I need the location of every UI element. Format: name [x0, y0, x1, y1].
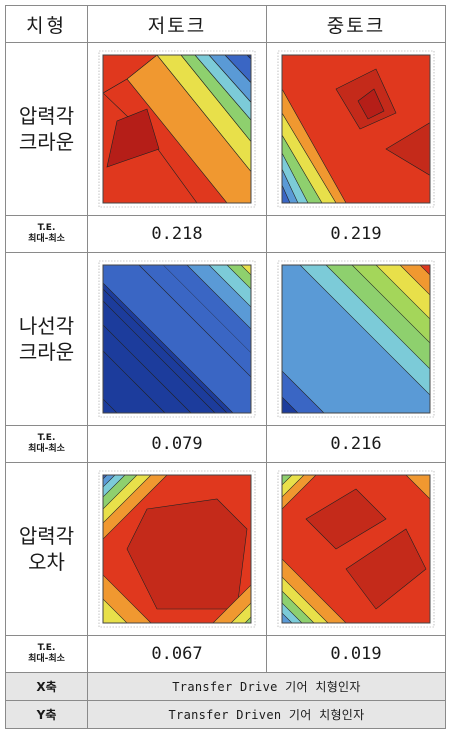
plot-cell-3-low	[87, 462, 267, 636]
te-row-3: T.E. 최대-최소 0.067 0.019	[5, 635, 446, 673]
te-value-1-mid: 0.219	[266, 215, 446, 253]
te-label-2: T.E. 최대-최소	[5, 425, 88, 463]
row-label-1-line1: 압력각	[18, 104, 75, 128]
plot-row-2: 나선각 크라운	[5, 252, 446, 426]
row-label-1: 압력각 크라운	[5, 42, 88, 216]
row-label-3: 압력각 오차	[5, 462, 88, 636]
te-value-2-mid: 0.216	[266, 425, 446, 463]
plot-cell-3-mid	[266, 462, 446, 636]
te-label-1: T.E. 최대-최소	[5, 215, 88, 253]
plot-row-3: 압력각 오차	[5, 462, 446, 636]
header-row: 치형 저토크 중토크	[5, 5, 446, 43]
te-row-1: T.E. 최대-최소 0.218 0.219	[5, 215, 446, 253]
te-value-2-low: 0.079	[87, 425, 267, 463]
plot-cell-2-mid	[266, 252, 446, 426]
te-value-3-low: 0.067	[87, 635, 267, 673]
contour-plot-3-low	[98, 470, 256, 628]
plot-cell-1-low	[87, 42, 267, 216]
header-mid-torque: 중토크	[266, 5, 446, 43]
row-label-2-line2: 크라운	[18, 340, 75, 364]
x-axis-label: X축	[5, 672, 88, 701]
header-shape: 치형	[5, 5, 88, 43]
row-label-2: 나선각 크라운	[5, 252, 88, 426]
te-value-3-mid: 0.019	[266, 635, 446, 673]
plot-cell-1-mid	[266, 42, 446, 216]
te-label-2-line2: 최대-최소	[28, 444, 65, 454]
te-value-1-low: 0.218	[87, 215, 267, 253]
contour-plot-2-mid	[277, 260, 435, 418]
contour-plot-1-low	[98, 50, 256, 208]
y-axis-label: Y축	[5, 700, 88, 729]
te-label-2-line1: T.E.	[37, 433, 56, 443]
row-label-2-line1: 나선각	[18, 314, 75, 338]
row-label-3-line1: 압력각	[18, 524, 75, 548]
te-label-3-line2: 최대-최소	[28, 654, 65, 664]
x-axis-row: X축 Transfer Drive 기어 치형인자	[5, 672, 446, 701]
te-label-3: T.E. 최대-최소	[5, 635, 88, 673]
y-axis-row: Y축 Transfer Driven 기어 치형인자	[5, 700, 446, 729]
te-label-3-line1: T.E.	[37, 643, 56, 653]
te-row-2: T.E. 최대-최소 0.079 0.216	[5, 425, 446, 463]
plot-row-1: 압력각 크라운	[5, 42, 446, 216]
plot-cell-2-low	[87, 252, 267, 426]
x-axis-description: Transfer Drive 기어 치형인자	[87, 672, 446, 701]
y-axis-description: Transfer Driven 기어 치형인자	[87, 700, 446, 729]
te-label-1-line1: T.E.	[37, 223, 56, 233]
row-label-1-line2: 크라운	[18, 130, 75, 154]
contour-plot-3-mid	[277, 470, 435, 628]
contour-comparison-table: 치형 저토크 중토크 압력각 크라운	[5, 5, 446, 729]
contour-plot-2-low	[98, 260, 256, 418]
row-label-3-line2: 오차	[28, 550, 65, 574]
header-low-torque: 저토크	[87, 5, 267, 43]
te-label-1-line2: 최대-최소	[28, 234, 65, 244]
contour-plot-1-mid	[277, 50, 435, 208]
